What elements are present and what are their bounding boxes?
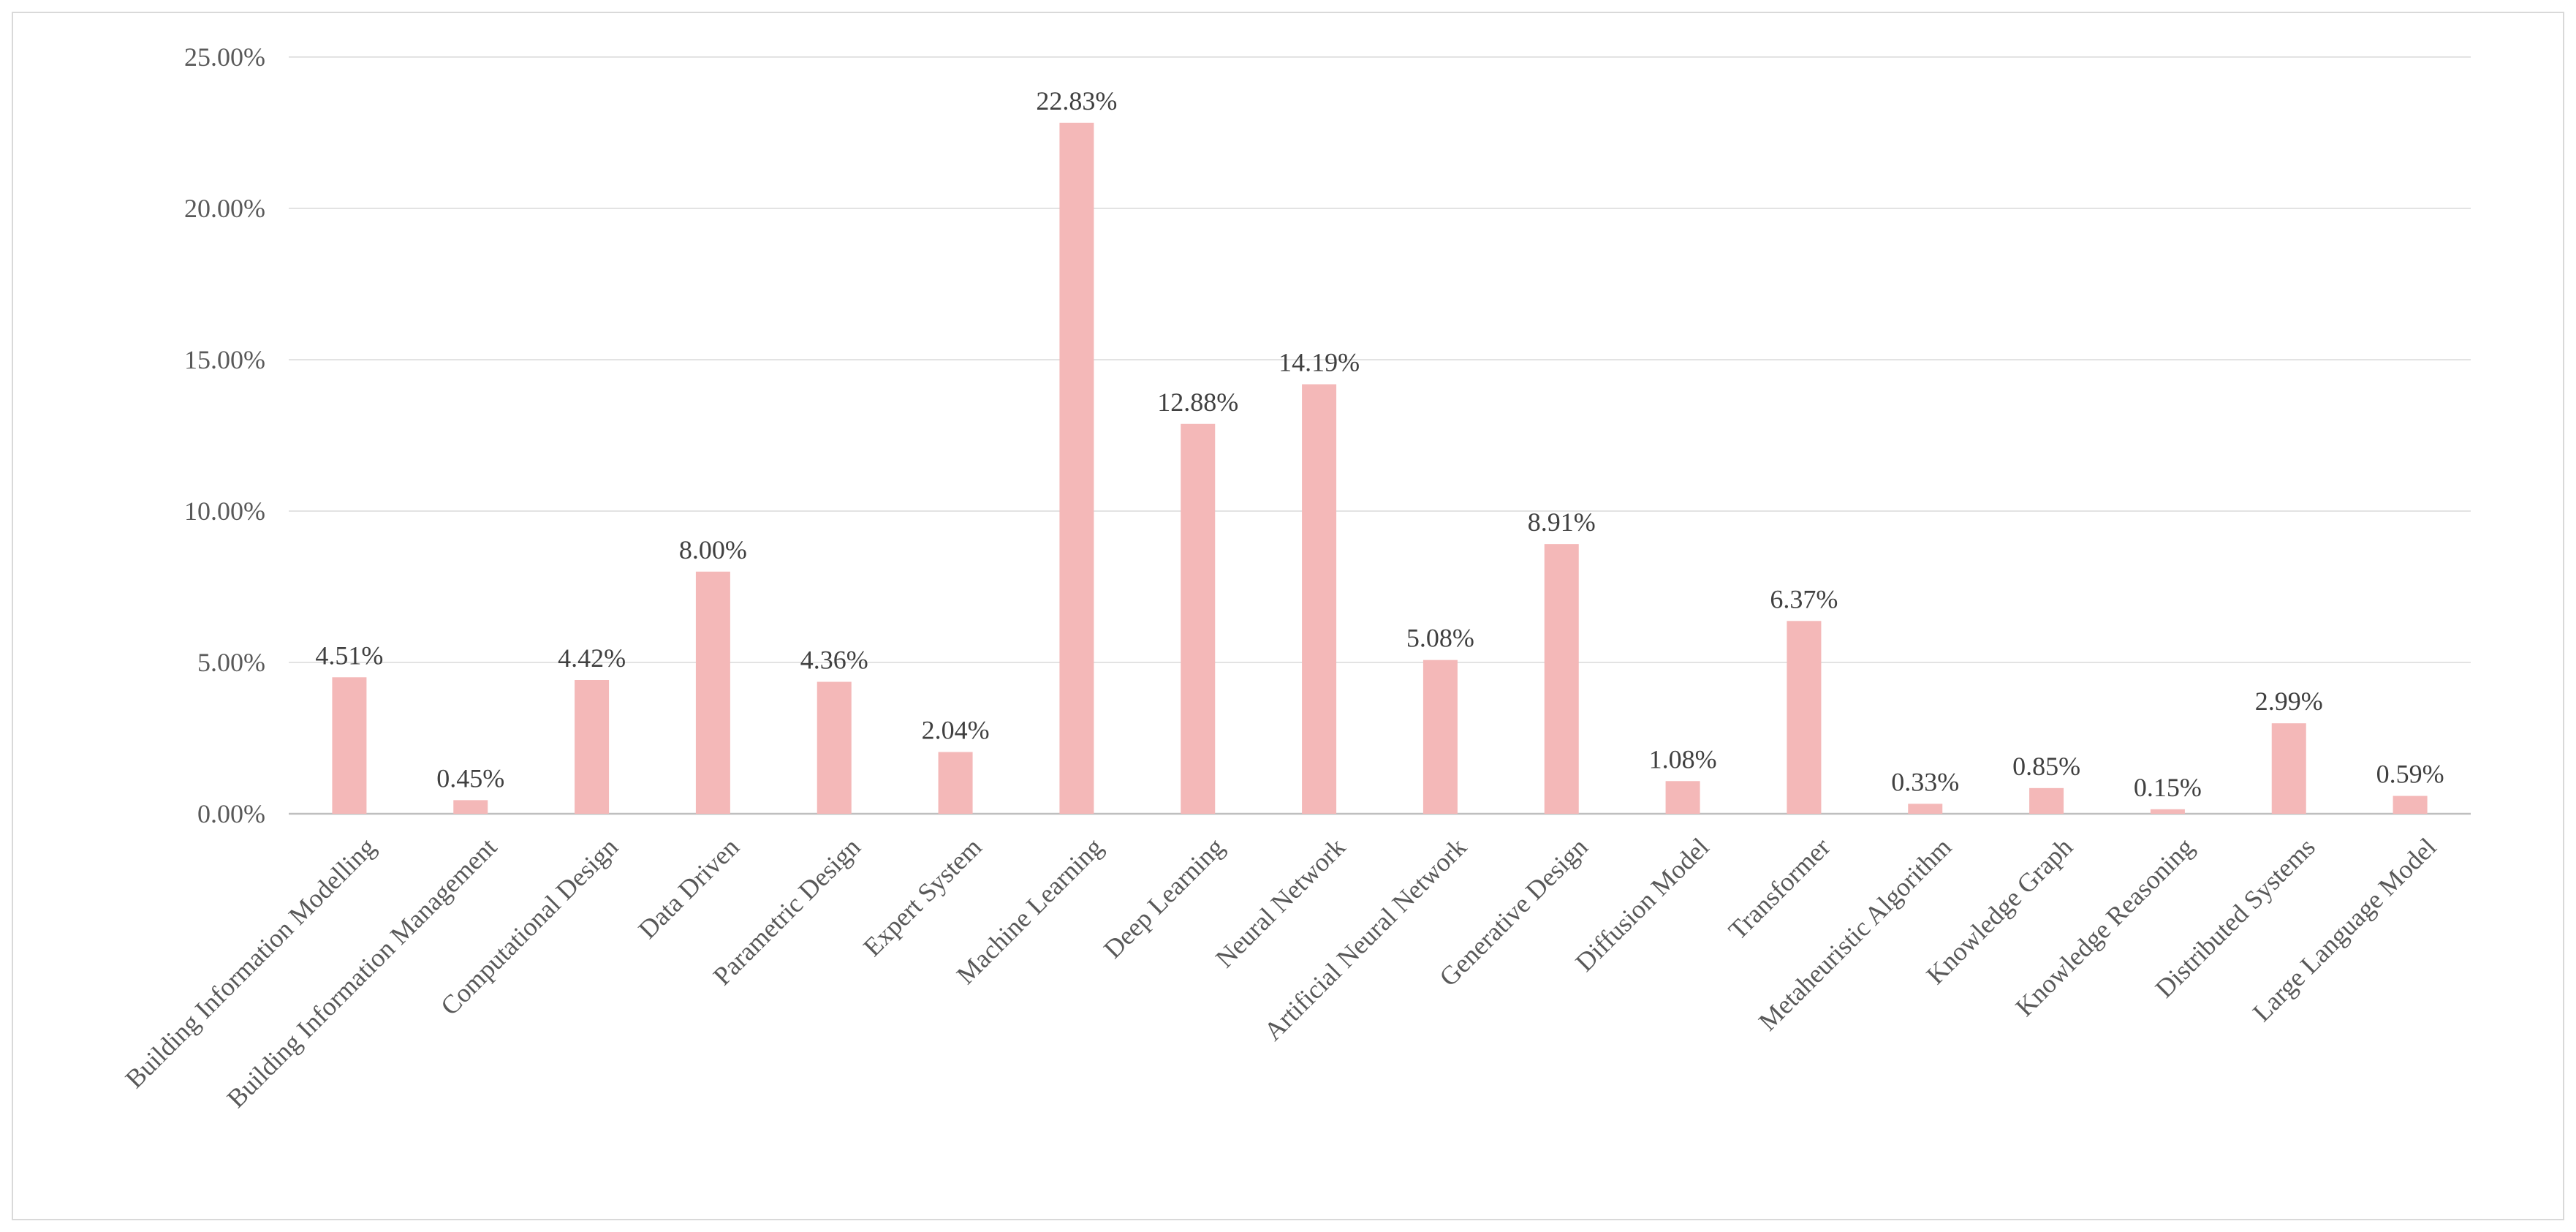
bar [1787, 621, 1822, 814]
bar [2029, 787, 2064, 814]
data-label: 22.83% [1036, 86, 1117, 116]
y-axis-ticks: 0.00% 5.00% 10.00% 15.00% 20.00% 25.00% [184, 42, 265, 828]
bar [1665, 781, 1700, 814]
bar [1302, 384, 1337, 814]
data-label: 1.08% [1649, 744, 1717, 774]
y-tick-label: 10.00% [184, 496, 265, 526]
bar [695, 571, 730, 814]
y-tick-label: 5.00% [197, 648, 265, 677]
gridlines [289, 56, 2471, 815]
chart-frame [12, 12, 2564, 1220]
data-label: 0.15% [2134, 773, 2202, 802]
bar [817, 681, 852, 814]
y-tick-label: 20.00% [184, 194, 265, 223]
data-label: 8.00% [679, 535, 747, 564]
y-tick-label: 25.00% [184, 42, 265, 72]
bar [938, 752, 973, 814]
data-label: 4.42% [558, 643, 626, 673]
bar [1181, 423, 1216, 814]
bar [453, 800, 488, 814]
bar [332, 677, 367, 814]
x-tick-label: Building Information Management [221, 832, 503, 1114]
bar [2150, 809, 2185, 814]
data-label: 6.37% [1770, 584, 1838, 613]
data-label: 2.99% [2255, 687, 2323, 716]
bar [575, 680, 610, 814]
bars [332, 122, 2428, 814]
data-label: 2.04% [922, 716, 990, 745]
x-tick-label: Transformer [1723, 832, 1836, 945]
x-tick-label: Expert System [857, 832, 987, 961]
y-tick-label: 0.00% [197, 799, 265, 828]
bar [1908, 804, 1943, 814]
x-tick-label: Building Information Modelling [120, 832, 382, 1094]
bar [1544, 544, 1579, 814]
x-tick-label: Data Driven [632, 832, 744, 944]
bar [2271, 723, 2306, 814]
data-label: 5.08% [1406, 624, 1474, 653]
bar [1423, 660, 1458, 814]
bar [1059, 122, 1094, 814]
data-label: 12.88% [1157, 388, 1238, 417]
data-label: 0.33% [1891, 767, 1959, 796]
x-tick-label: Artificial Neural Network [1258, 832, 1472, 1046]
data-label: 4.36% [800, 645, 868, 674]
data-label: 14.19% [1278, 348, 1360, 377]
data-label: 0.59% [2376, 760, 2444, 789]
data-label: 8.91% [1528, 507, 1596, 537]
value-labels: 4.51% 0.45% 4.42% 8.00% 4.36% 2.04% 22.83% 12.8… [315, 86, 2444, 802]
y-tick-label: 15.00% [184, 345, 265, 374]
x-tick-label: Neural Network [1210, 832, 1351, 973]
data-label: 4.51% [315, 640, 383, 670]
data-label: 0.85% [2012, 752, 2080, 781]
data-label: 0.45% [436, 763, 504, 793]
x-tick-label: Deep Learning [1098, 832, 1230, 964]
bar [2393, 795, 2428, 814]
